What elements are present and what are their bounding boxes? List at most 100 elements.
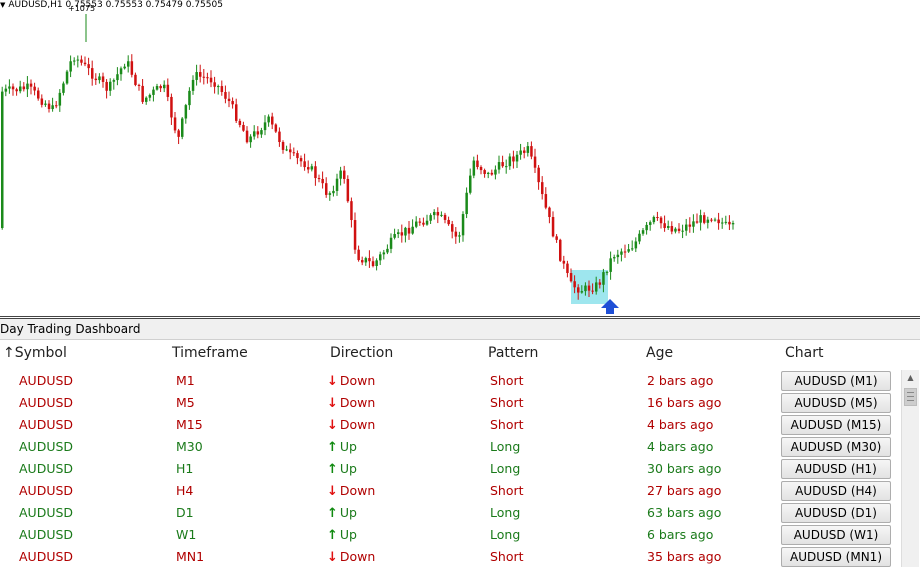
candle-body <box>663 223 666 228</box>
age-cell: 27 bars ago <box>647 483 722 498</box>
candle-body <box>281 142 285 150</box>
table-row: AUDUSD M1 ↓ Down Short 2 bars ago AUDUSD (M1) <box>0 370 895 392</box>
open-chart-button[interactable]: AUDUSD (D1) <box>781 503 891 523</box>
candle-body <box>188 90 191 106</box>
open-chart-button[interactable]: AUDUSD (M5) <box>781 393 891 413</box>
candle-body <box>170 96 173 118</box>
candle-body <box>181 118 184 137</box>
scroll-thumb[interactable] <box>904 388 917 406</box>
candle-body <box>123 66 126 69</box>
age-cell: 30 bars ago <box>647 461 722 476</box>
candle-body <box>433 211 436 216</box>
pattern-cell: Long <box>490 527 521 542</box>
open-chart-button[interactable]: AUDUSD (W1) <box>781 525 891 545</box>
column-header-direction[interactable]: Direction <box>330 345 394 361</box>
candle-body <box>472 160 476 176</box>
candle-body <box>278 131 281 143</box>
arrow-down-icon: ↓ <box>327 484 338 499</box>
candle-body <box>361 260 364 263</box>
candle-body <box>184 105 188 119</box>
candle-body <box>321 178 324 184</box>
candle-body <box>307 167 310 170</box>
candle-body <box>253 131 256 137</box>
candle-body <box>112 80 116 82</box>
candle-body <box>357 249 360 261</box>
age-cell: 2 bars ago <box>647 373 714 388</box>
column-header-timeframe[interactable]: Timeframe <box>172 345 248 361</box>
candle-body <box>454 231 458 237</box>
candle-body <box>494 169 497 175</box>
vertical-scrollbar[interactable]: ▲ <box>901 370 919 567</box>
candle-body <box>80 59 83 63</box>
candle-body <box>343 170 346 179</box>
symbol-cell: AUDUSD <box>19 483 74 498</box>
table-row: AUDUSD D1 ↑ Up Long 63 bars ago AUDUSD (D1) <box>0 502 895 524</box>
open-chart-button[interactable]: AUDUSD (H4) <box>781 481 891 501</box>
candle-body <box>317 178 321 180</box>
open-chart-button[interactable]: AUDUSD (M1) <box>781 371 891 391</box>
symbol-cell: AUDUSD <box>19 549 74 564</box>
scroll-up-arrow-icon[interactable]: ▲ <box>907 373 914 382</box>
panel-title: Day Trading Dashboard <box>0 319 920 340</box>
candle-body <box>501 162 504 167</box>
price-chart[interactable]: ▼ AUDUSD,H1 0.75553 0.75553 0.75479 0.755… <box>0 0 920 316</box>
candlestick-chart[interactable] <box>0 0 920 316</box>
open-chart-button[interactable]: AUDUSD (H1) <box>781 459 891 479</box>
candle-body <box>422 222 425 225</box>
candle-body <box>602 272 605 285</box>
candle-body <box>415 221 418 227</box>
candle-body <box>526 146 530 153</box>
candle-body <box>731 223 735 225</box>
candle-body <box>346 178 350 202</box>
open-chart-button[interactable]: AUDUSD (M30) <box>781 437 891 457</box>
candle-body <box>325 183 328 195</box>
candle-body <box>490 172 494 175</box>
candle-body <box>379 254 382 261</box>
open-chart-button[interactable]: AUDUSD (MN1) <box>781 547 891 567</box>
candle-body <box>389 237 393 249</box>
candle-body <box>436 211 440 216</box>
collapse-triangle-icon[interactable]: ▼ <box>0 1 6 9</box>
column-header-chart[interactable]: Chart <box>785 345 824 361</box>
direction-label: Down <box>339 417 376 432</box>
candle-body <box>505 166 508 168</box>
candle-body <box>393 234 396 238</box>
candle-body <box>584 285 587 292</box>
candle-body <box>609 258 612 272</box>
candle-body <box>245 130 249 143</box>
candle-body <box>256 131 260 135</box>
open-chart-button[interactable]: AUDUSD (M15) <box>781 415 891 435</box>
candle-body <box>263 122 267 131</box>
age-cell: 6 bars ago <box>647 527 714 542</box>
direction-cell: ↑ Up <box>327 439 357 455</box>
dashboard-panel: Day Trading Dashboard ↑Symbol Timeframe … <box>0 319 920 567</box>
direction-cell: ↓ Down <box>327 549 375 565</box>
candle-body <box>368 258 371 262</box>
arrow-up-icon: ↑ <box>327 462 338 477</box>
candle-body <box>577 287 580 293</box>
candle-body <box>425 220 429 225</box>
column-header-symbol[interactable]: ↑Symbol <box>3 345 67 361</box>
candle-body <box>209 77 213 83</box>
candle-body <box>418 221 422 223</box>
candle-body <box>429 215 432 221</box>
candle-body <box>465 192 468 215</box>
candle-body <box>541 182 544 195</box>
panel-separator[interactable] <box>0 316 920 319</box>
candle-body <box>119 68 123 75</box>
pattern-cell: Short <box>490 417 524 432</box>
timeframe-cell: MN1 <box>176 549 205 564</box>
candle-body <box>51 105 54 110</box>
candle-body <box>292 152 296 154</box>
candle-body <box>580 291 584 293</box>
candle-body <box>375 260 378 267</box>
candle-body <box>29 83 33 87</box>
column-header-age[interactable]: Age <box>646 345 674 361</box>
pattern-cell: Short <box>490 395 524 410</box>
candle-body <box>339 170 342 179</box>
direction-label: Down <box>339 373 376 388</box>
candle-body <box>699 215 702 223</box>
column-header-pattern[interactable]: Pattern <box>488 345 539 361</box>
candle-body <box>530 146 533 157</box>
arrow-down-icon: ↓ <box>327 418 338 433</box>
